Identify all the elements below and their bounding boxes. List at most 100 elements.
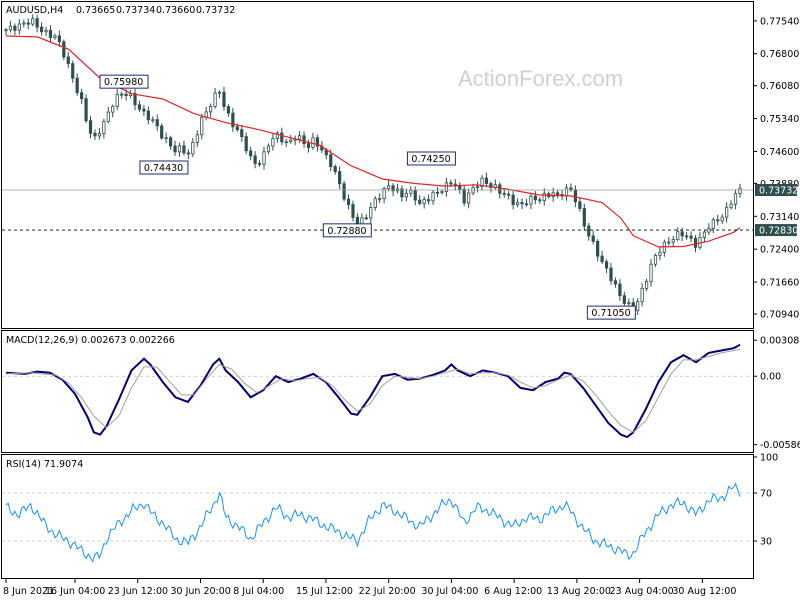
candle-body [462, 188, 466, 204]
candle-body [475, 186, 480, 189]
time-axis-label: 30 Aug 12:00 [672, 586, 736, 597]
candle-body [302, 135, 306, 144]
macd-axis-label: 0.00308 [760, 336, 799, 347]
price-axis-label: 0.71660 [760, 278, 799, 289]
candle-body [173, 145, 177, 153]
candle-body [271, 138, 275, 147]
candle-body [342, 183, 346, 200]
ohlc-close: 0.73732 [196, 5, 235, 16]
ohlc-open: 0.73665 [76, 5, 115, 16]
macd-panel-frame [1, 330, 754, 453]
candle-body [378, 198, 382, 200]
time-axis-label: 30 Jul 04:00 [421, 586, 478, 597]
candle-body [151, 119, 155, 122]
candle-body [364, 217, 368, 220]
price-annotation-label: 0.75980 [104, 77, 143, 88]
candle-body [685, 235, 689, 238]
candle-body [133, 93, 137, 106]
candle-body [689, 235, 693, 239]
candle-body [409, 190, 413, 194]
candle-body [257, 163, 262, 165]
price-axis-label: 0.76080 [760, 81, 799, 92]
candle-body [351, 204, 355, 218]
price-tag-label: 0.72830 [759, 226, 798, 237]
candle-body [533, 195, 537, 201]
moving-average-line [5, 35, 741, 248]
candle-body [644, 280, 649, 289]
candle-body [191, 141, 195, 155]
price-tag-label: 0.73732 [759, 186, 798, 197]
candle-body [22, 22, 26, 25]
price-annotation-box [322, 223, 372, 238]
candle-body [680, 231, 684, 237]
candle-body [315, 137, 319, 147]
candle-body [8, 25, 13, 31]
candle-body [520, 202, 524, 205]
candle-body [186, 152, 190, 155]
candle-body [400, 188, 404, 198]
candle-body [200, 116, 204, 136]
candle-body [573, 189, 578, 203]
price-panel-frame [1, 1, 754, 329]
candle-body [111, 105, 115, 113]
candle-body [413, 190, 417, 201]
candle-body [226, 106, 231, 114]
candle-body [738, 187, 742, 194]
candle-body [275, 132, 279, 139]
candle-body [649, 263, 653, 282]
candle-body [244, 136, 248, 152]
candle-body [97, 132, 102, 137]
candle-body [422, 199, 426, 204]
candle-body [524, 203, 529, 206]
macd-chart [2, 343, 753, 439]
macd-axis-label: 0.00 [760, 372, 781, 383]
candle-body [467, 192, 471, 204]
candle-body [62, 41, 66, 58]
candle-body [355, 216, 360, 225]
candle-body [329, 154, 333, 168]
candle-body [168, 137, 173, 147]
candle-body [707, 228, 711, 233]
time-axis-label: 23 Aug 04:00 [610, 586, 674, 597]
price-annotation-label: 0.72880 [327, 226, 366, 237]
candle-body [155, 119, 159, 127]
price-tag [755, 224, 797, 237]
candle-body [284, 141, 288, 144]
price-annotation-box [406, 151, 456, 166]
candle-body [84, 98, 88, 122]
ohlc-high: 0.73734 [116, 5, 155, 16]
candle-body [39, 26, 44, 33]
price-annotation-label: 0.71050 [591, 308, 630, 319]
candle-body [729, 203, 733, 208]
candle-body [502, 192, 506, 195]
candle-body [120, 93, 124, 96]
candle-body [382, 188, 386, 199]
rsi-line [5, 482, 741, 563]
candle-body [636, 301, 640, 312]
candle-body [582, 208, 586, 227]
candle-body [115, 94, 119, 107]
candle-body [182, 145, 186, 154]
candle-body [13, 25, 17, 31]
candle-body [653, 254, 658, 265]
candle-body [458, 185, 462, 190]
candle-body [627, 302, 631, 305]
price-axis-label: 0.72400 [760, 245, 799, 256]
candle-body [289, 139, 293, 143]
candle-body [725, 206, 729, 218]
candle-body [177, 145, 182, 153]
signal-line [5, 348, 741, 433]
candle-body [716, 219, 720, 222]
candle-body [253, 155, 257, 164]
candle-body [338, 171, 342, 185]
price-axis-label: 0.73140 [760, 212, 799, 223]
candle-body [498, 184, 502, 194]
macd-line [5, 343, 741, 439]
candle-body [66, 56, 70, 65]
candle-body [604, 261, 609, 269]
price-annotation-label: 0.74250 [411, 154, 450, 165]
candle-body [591, 235, 595, 242]
candle-body [711, 219, 715, 229]
candle-body [542, 193, 546, 201]
time-axis-label: 8 Jun 2021 [3, 586, 54, 597]
